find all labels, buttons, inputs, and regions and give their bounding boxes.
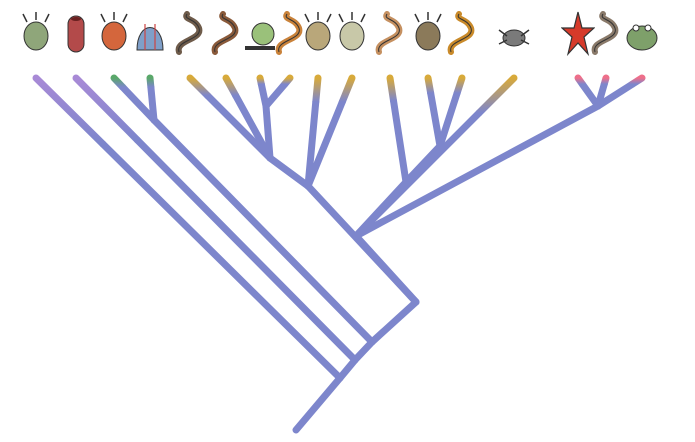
branch-to-nematode — [390, 97, 410, 186]
branch-to-comb-jelly — [147, 83, 158, 124]
tip-sea-star — [574, 74, 586, 88]
tip-bryozoan — [312, 74, 322, 106]
comb-jelly-icon — [133, 10, 167, 60]
tardigrade-icon — [411, 10, 445, 60]
spider-icon — [497, 10, 531, 60]
tip-rotifer — [338, 74, 356, 106]
rotifer-icon — [335, 10, 369, 60]
segmented-worm-icon — [273, 10, 307, 60]
tip-nematode — [386, 74, 398, 105]
nematode-icon — [373, 10, 407, 60]
tip-ribbon-worm — [222, 74, 240, 100]
tip-comb-jelly — [146, 74, 155, 91]
branch-C-D — [368, 298, 420, 346]
ribbon-worm-icon — [209, 10, 243, 60]
tip-lancelet — [600, 74, 610, 88]
branch-to-velvet-worm — [436, 89, 461, 150]
sea-anemone-icon — [97, 10, 131, 60]
branch-Q-W — [352, 102, 602, 240]
sponge-icon — [59, 10, 93, 60]
tip-spider — [475, 74, 518, 117]
tip-sea-anemone — [110, 74, 127, 91]
flatworm-icon — [173, 10, 207, 60]
branch-root-A — [292, 374, 344, 434]
branch-B-C — [351, 338, 376, 364]
tip-placozoan — [32, 74, 107, 148]
branch-R-T — [262, 102, 274, 162]
tip-frog — [628, 74, 646, 88]
lancelet-icon — [589, 10, 623, 60]
branch-to-tardigrade — [427, 89, 444, 150]
branch-to-sea-anemone — [119, 83, 158, 124]
branch-D-Q — [352, 232, 420, 306]
branch-C-S — [150, 116, 376, 346]
tip-segmented-worm — [281, 74, 294, 88]
tip-velvet-worm — [453, 74, 466, 97]
velvet-worm-icon — [445, 10, 479, 60]
branch-to-sponge — [133, 136, 359, 364]
sea-star-icon — [560, 10, 596, 60]
tip-snail — [256, 74, 265, 88]
branch-to-frog — [594, 80, 636, 110]
branch-to-placozoan — [99, 140, 344, 382]
branch-to-segmented-worm — [262, 80, 289, 110]
placozoan-icon — [19, 10, 53, 60]
branch-to-ribbon-worm — [232, 92, 274, 162]
branch-to-rotifer — [304, 98, 346, 190]
snail-icon — [243, 10, 277, 60]
tip-sponge — [72, 74, 141, 144]
frog-icon — [625, 10, 659, 60]
tip-tardigrade — [424, 74, 435, 97]
branch-to-flatworm — [204, 92, 274, 162]
tip-flatworm — [186, 74, 212, 100]
branch-A-B — [336, 356, 359, 382]
branch-to-bryozoan — [304, 98, 320, 190]
branch-P-R — [266, 154, 312, 190]
branch-to-spider — [352, 109, 483, 240]
bryozoan-icon — [301, 10, 335, 60]
